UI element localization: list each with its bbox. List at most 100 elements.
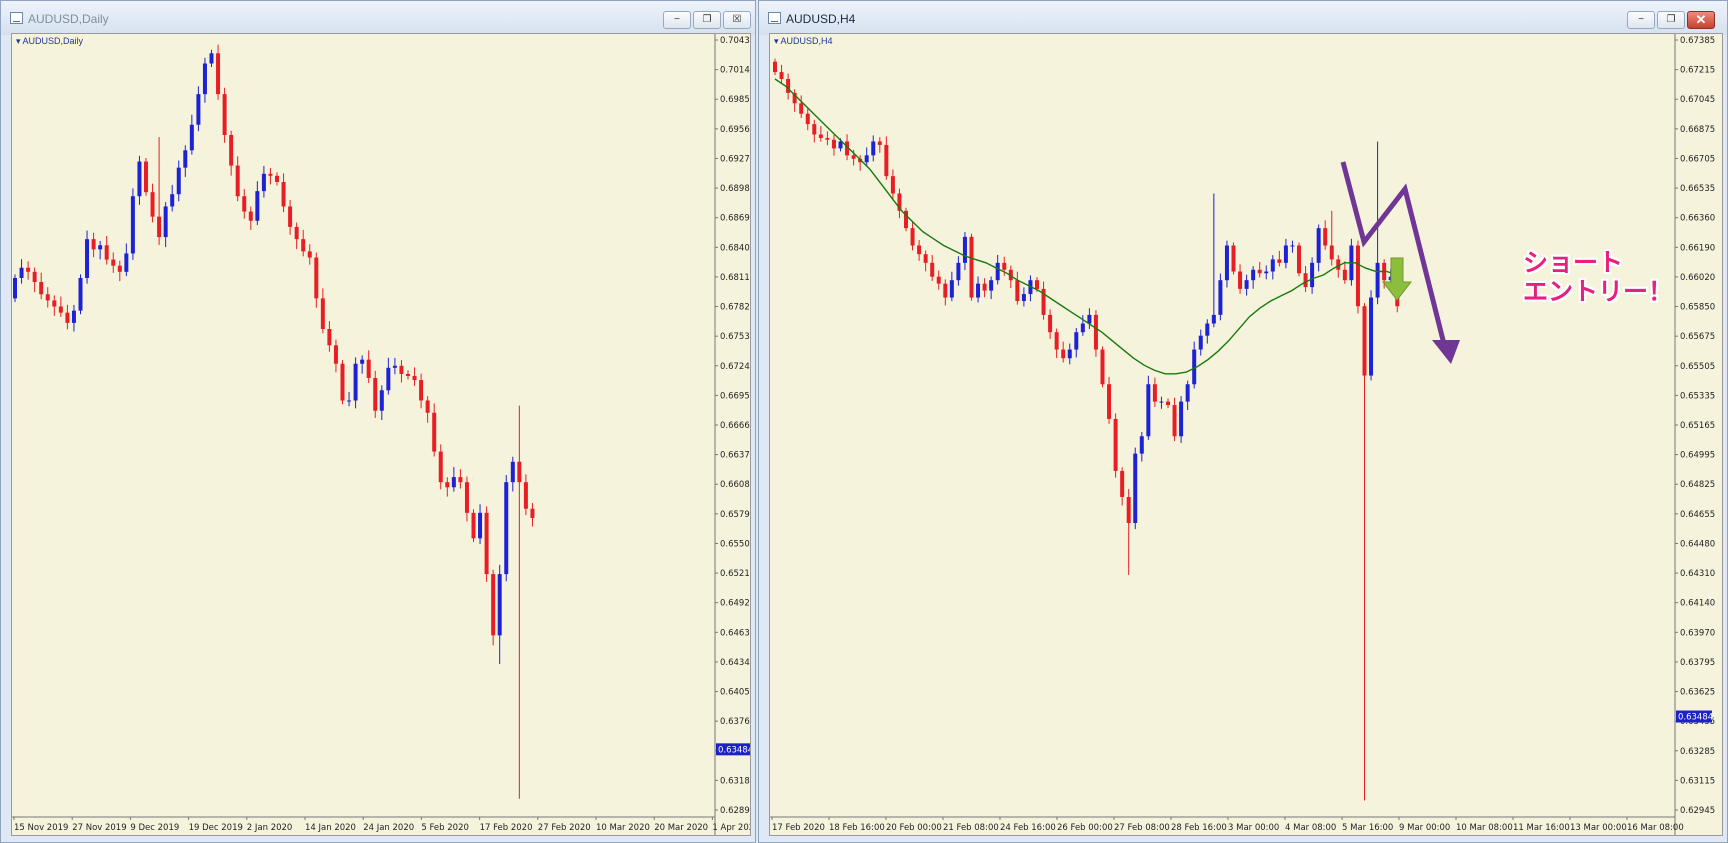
time-tick-label: 10 Mar 08:00 <box>1456 823 1513 833</box>
h4-candlestick-chart[interactable]: 0.67385 0.67215 0.67045 0.66875 0.66705 0.665… <box>769 33 1723 836</box>
time-tick-label: 19 Dec 2019 <box>189 823 243 833</box>
candle-body <box>491 574 496 636</box>
candle-body <box>111 259 116 266</box>
restore-button[interactable]: ❐ <box>1657 11 1685 29</box>
candle-body <box>1054 332 1059 350</box>
candle-body <box>1277 259 1282 263</box>
candle-body <box>956 262 961 281</box>
candle-body <box>1231 245 1236 272</box>
candle-body <box>1244 280 1249 289</box>
time-tick-label: 26 Feb 00:00 <box>1057 823 1113 833</box>
price-tick-label: 0.65165 <box>1680 421 1715 431</box>
candle-body <box>183 150 188 168</box>
candle-body <box>261 173 266 192</box>
price-tick-label: 0.64050 <box>720 688 751 698</box>
candle-body <box>884 144 889 177</box>
candle-body <box>333 345 338 364</box>
candle-body <box>366 359 371 379</box>
candle-body <box>1035 280 1039 289</box>
candle-body <box>340 363 345 401</box>
price-tick-label: 0.63795 <box>1680 658 1715 668</box>
candle-body <box>471 512 476 539</box>
candle-body <box>1146 384 1151 437</box>
candle-body <box>170 194 175 207</box>
candle-body <box>222 94 227 135</box>
candle-body <box>268 173 273 176</box>
candle-body <box>386 367 391 391</box>
current-price-box <box>1676 710 1712 723</box>
candle-body <box>510 461 515 483</box>
price-tick-label: 0.63625 <box>1680 688 1715 698</box>
candle-body <box>1336 259 1341 270</box>
candle-body <box>976 283 981 298</box>
price-tick-label: 0.66660 <box>720 421 751 431</box>
price-tick-label: 0.63970 <box>1680 628 1715 638</box>
time-tick-label: 9 Mar 00:00 <box>1399 823 1450 833</box>
candle-body <box>1198 335 1203 350</box>
candle-body <box>1257 269 1262 274</box>
candle-body <box>1159 401 1164 403</box>
candle-body <box>1015 280 1020 302</box>
candle-body <box>399 365 404 374</box>
time-tick-label: 3 Mar 00:00 <box>1228 823 1279 833</box>
chart-symbol-label[interactable]: ▾ AUDUSD,H4 <box>774 36 833 47</box>
h4-chart-svg[interactable]: 0.67385 0.67215 0.67045 0.66875 0.66705 0.665… <box>770 34 1723 836</box>
candle-body <box>91 239 96 250</box>
chart-label-text: AUDUSD,Daily <box>22 36 84 46</box>
candle-body <box>58 306 63 313</box>
chart-symbol-label[interactable]: ▾ AUDUSD,Daily <box>16 36 83 47</box>
candle-body <box>989 280 994 291</box>
candle-body <box>65 312 70 323</box>
daily-window-titlebar[interactable]: AUDUSD,Daily − ❐ ☒ <box>1 1 755 35</box>
candle-body <box>1329 245 1334 260</box>
daily-candlestick-chart[interactable]: 0.70430 0.70140 0.69850 0.69560 0.69270 0.689… <box>11 33 751 836</box>
close-button[interactable]: ☒ <box>723 11 751 29</box>
candle-body <box>1303 273 1308 288</box>
candle-body <box>792 92 797 104</box>
price-tick-label: 0.68980 <box>720 184 751 194</box>
candle-body <box>216 53 221 95</box>
candle-body <box>1093 314 1098 350</box>
price-tick-label: 0.69560 <box>720 125 751 135</box>
candle-body <box>275 175 279 182</box>
daily-chart-window[interactable]: AUDUSD,Daily − ❐ ☒ 0.70430 0.70140 0.69850… <box>0 0 756 843</box>
time-tick-label: 13 Mar 00:00 <box>1570 823 1627 833</box>
minimize-button[interactable]: − <box>663 11 691 29</box>
close-button[interactable]: ✕ <box>1687 11 1715 29</box>
time-tick-label: 17 Feb 2020 <box>480 823 533 833</box>
candle-body <box>176 167 181 195</box>
candle-body <box>104 245 109 260</box>
candle-body <box>78 277 83 311</box>
candle-body <box>1021 294 1026 302</box>
candle-body <box>864 155 869 163</box>
candle-body <box>845 141 850 156</box>
candle-body <box>1113 418 1118 471</box>
candle-body <box>917 245 922 255</box>
candle-body <box>458 477 463 483</box>
h4-window-titlebar[interactable]: AUDUSD,H4 − ❐ ✕ <box>759 1 1727 35</box>
window-title: AUDUSD,H4 <box>786 12 856 26</box>
daily-chart-svg[interactable]: 0.70430 0.70140 0.69850 0.69560 0.69270 0.689… <box>12 34 751 836</box>
trend-arrow-line <box>1340 161 1449 353</box>
price-tick-label: 0.68110 <box>720 273 751 283</box>
h4-chart-window[interactable]: AUDUSD,H4 − ❐ ✕ 0.67385 0.67215 0.67045 0.6… <box>758 0 1728 843</box>
candle-body <box>1100 349 1105 385</box>
time-tick-label: 20 Feb 00:00 <box>886 823 942 833</box>
time-tick-label: 9 Dec 2019 <box>130 823 179 833</box>
price-tick-label: 0.63115 <box>1680 776 1715 786</box>
candle-body <box>124 253 129 272</box>
candle-body <box>255 191 260 221</box>
price-tick-label: 0.62945 <box>1680 806 1715 816</box>
candle-body <box>301 239 306 252</box>
price-tick-label: 0.65790 <box>720 510 751 520</box>
dropdown-triangle-icon: ▾ <box>16 36 23 46</box>
restore-button[interactable]: ❐ <box>693 11 721 29</box>
minimize-button[interactable]: − <box>1627 11 1655 29</box>
price-tick-label: 0.66950 <box>720 391 751 401</box>
candle-body <box>13 277 17 299</box>
candle-body <box>910 228 915 246</box>
candle-body <box>347 400 352 402</box>
candle-body <box>871 141 876 156</box>
candle-body <box>995 262 1000 281</box>
candle-body <box>1087 314 1092 324</box>
